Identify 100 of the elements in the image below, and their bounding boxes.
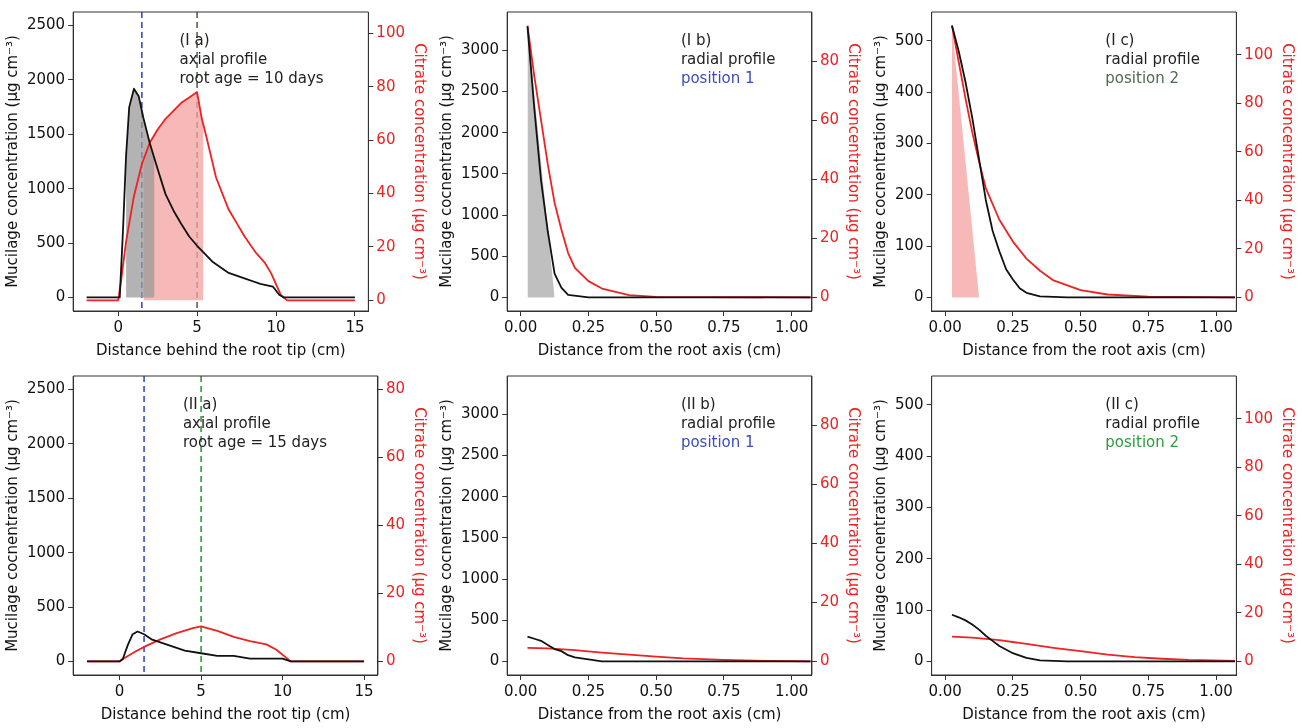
y2-tick-label: 100 bbox=[376, 23, 406, 42]
x-tick-label: 0.75 bbox=[1131, 681, 1166, 700]
annotation: radial profile bbox=[680, 414, 776, 433]
y-tick-label: 3000 bbox=[460, 404, 500, 423]
y2-tick-label: 20 bbox=[385, 583, 406, 602]
y2-tick-label: 80 bbox=[819, 50, 840, 69]
x-tick-label: 1.00 bbox=[774, 317, 809, 336]
y2-tick-label: 60 bbox=[819, 110, 840, 129]
y-tick-label: 300 bbox=[894, 497, 924, 516]
y-tick-label: 2000 bbox=[26, 69, 66, 88]
y2-tick-label: 20 bbox=[819, 592, 840, 611]
y-tick-label: 400 bbox=[894, 82, 924, 101]
y-tick-label: 1500 bbox=[460, 163, 500, 182]
x-tick-label: 15 bbox=[354, 681, 374, 700]
y2-tick-label: 20 bbox=[1244, 238, 1264, 257]
x-tick-label: 5 bbox=[196, 681, 206, 700]
x-tick-label: 0.75 bbox=[707, 317, 741, 336]
y2-tick-label: 40 bbox=[1244, 190, 1264, 209]
annotation: radial profile bbox=[1105, 50, 1200, 69]
y2-tick-label: 20 bbox=[1244, 602, 1264, 621]
y-tick-label: 0 bbox=[55, 651, 66, 670]
y-tick-label: 100 bbox=[894, 236, 924, 255]
annotation: position 1 bbox=[680, 433, 755, 452]
y-tick-label: 1500 bbox=[26, 124, 66, 143]
y2-tick-label: 0 bbox=[1244, 287, 1254, 306]
y2-tick-label: 0 bbox=[376, 290, 386, 309]
x-axis-title: Distance behind the root tip (cm) bbox=[100, 704, 351, 723]
y2-axis-title: Citrate concentration (μg cm⁻³) bbox=[411, 43, 430, 280]
x-tick-label: 15 bbox=[345, 317, 365, 336]
y-tick-label: 3000 bbox=[460, 40, 500, 59]
y-axis-title: Mucilage cocnentration (μg cm⁻³) bbox=[436, 399, 455, 652]
x-tick-label: 0.75 bbox=[1131, 317, 1166, 336]
y2-tick-label: 60 bbox=[385, 447, 406, 466]
y-tick-label: 1000 bbox=[26, 178, 66, 197]
x-tick-label: 0.00 bbox=[504, 317, 538, 336]
y2-tick-label: 40 bbox=[376, 183, 396, 202]
annotation: (II b) bbox=[680, 395, 716, 414]
y-tick-label: 2500 bbox=[26, 379, 66, 398]
y2-tick-label: 80 bbox=[385, 379, 406, 398]
x-tick-label: 5 bbox=[192, 317, 202, 336]
x-tick-label: 0.25 bbox=[571, 317, 606, 336]
y-axis-title: Mucilage concentration (μg cm⁻³) bbox=[2, 35, 21, 288]
y2-tick-label: 0 bbox=[385, 651, 396, 670]
y-tick-label: 100 bbox=[894, 600, 924, 619]
y2-tick-label: 100 bbox=[1244, 44, 1274, 63]
y2-axis-title: Citrate concentration (μg cm⁻³) bbox=[411, 407, 430, 644]
annotation: (I a) bbox=[179, 31, 210, 50]
y2-tick-label: 20 bbox=[819, 228, 840, 247]
annotation: position 2 bbox=[1105, 433, 1180, 452]
y-tick-label: 400 bbox=[894, 446, 924, 465]
x-tick-label: 0.50 bbox=[639, 681, 673, 700]
annotation: (I b) bbox=[680, 31, 712, 50]
x-tick-label: 0.00 bbox=[504, 681, 538, 700]
y-tick-label: 200 bbox=[894, 548, 924, 567]
x-tick-label: 0.50 bbox=[1063, 681, 1098, 700]
y-axis-title: Mucilage cocnentration (μg cm⁻³) bbox=[870, 399, 889, 652]
y2-axis-title: Citrate concentration (μg cm⁻³) bbox=[1279, 43, 1298, 280]
x-tick-label: 0.25 bbox=[996, 317, 1030, 336]
annotation: (I c) bbox=[1105, 31, 1135, 50]
y-tick-label: 0 bbox=[489, 287, 500, 306]
y2-tick-label: 60 bbox=[1244, 505, 1264, 524]
y-tick-label: 0 bbox=[489, 651, 500, 670]
annotation: radial profile bbox=[1105, 414, 1200, 433]
y-tick-label: 500 bbox=[36, 596, 66, 615]
x-tick-label: 0.00 bbox=[928, 681, 962, 700]
x-tick-label: 0.25 bbox=[996, 681, 1030, 700]
y-tick-label: 2000 bbox=[460, 122, 500, 141]
annotation: axial profile bbox=[182, 414, 271, 433]
x-tick-label: 0.50 bbox=[639, 317, 673, 336]
x-axis-title: Distance from the root axis (cm) bbox=[537, 704, 782, 723]
annotation: (II a) bbox=[182, 395, 218, 414]
y-tick-label: 2500 bbox=[460, 445, 500, 464]
y2-tick-label: 60 bbox=[376, 130, 396, 149]
y2-tick-label: 40 bbox=[819, 533, 840, 552]
y-tick-label: 2500 bbox=[26, 15, 66, 34]
y-tick-label: 2500 bbox=[460, 81, 500, 100]
annotation: position 2 bbox=[1105, 69, 1180, 88]
x-axis-title: Distance behind the root tip (cm) bbox=[95, 340, 346, 359]
y-tick-label: 1500 bbox=[460, 527, 500, 546]
y2-axis-title: Citrate concentration (μg cm⁻³) bbox=[845, 43, 864, 280]
y-tick-label: 2000 bbox=[26, 433, 66, 452]
y2-tick-label: 60 bbox=[1244, 141, 1264, 160]
x-axis-title: Distance from the root axis (cm) bbox=[962, 340, 1206, 359]
y-tick-label: 500 bbox=[470, 610, 500, 629]
x-tick-label: 0.00 bbox=[928, 317, 962, 336]
x-tick-label: 10 bbox=[273, 681, 293, 700]
y2-axis-title: Citrate concentration (μg cm⁻³) bbox=[845, 407, 864, 644]
x-tick-label: 0 bbox=[114, 681, 125, 700]
y2-tick-label: 40 bbox=[819, 169, 840, 188]
y-tick-label: 0 bbox=[914, 651, 924, 670]
y-tick-label: 300 bbox=[894, 133, 924, 152]
y-tick-label: 500 bbox=[894, 30, 924, 49]
y-axis-title: Mucilage cocnentration (μg cm⁻³) bbox=[436, 35, 455, 288]
y2-tick-label: 80 bbox=[1244, 457, 1264, 476]
annotation: (II c) bbox=[1105, 395, 1139, 414]
x-tick-label: 10 bbox=[266, 317, 286, 336]
y2-tick-label: 100 bbox=[1244, 408, 1274, 427]
x-tick-label: 0.25 bbox=[571, 681, 606, 700]
y-tick-label: 500 bbox=[470, 246, 500, 265]
y2-tick-label: 20 bbox=[376, 236, 396, 255]
